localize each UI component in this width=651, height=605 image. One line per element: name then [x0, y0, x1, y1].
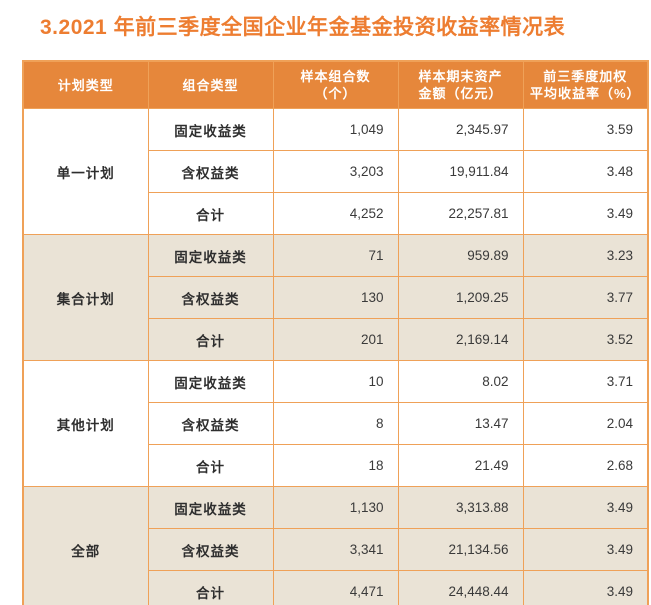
assets-cell: 1,209.25: [397, 276, 524, 319]
count-cell: 8: [272, 402, 399, 445]
return-cell: 3.48: [522, 150, 649, 193]
category-cell: 含权益类: [147, 402, 274, 445]
plan-cell-other: 其他计划: [22, 360, 149, 487]
plan-cell-all: 全部: [22, 486, 149, 605]
category-cell: 固定收益类: [147, 234, 274, 277]
return-cell: 2.68: [522, 444, 649, 487]
column-header-portfolio-type: 组合类型: [147, 60, 274, 109]
return-cell: 3.23: [522, 234, 649, 277]
count-cell: 71: [272, 234, 399, 277]
category-cell: 固定收益类: [147, 108, 274, 151]
table-row: 集合计划 固定收益类 71 959.89 3.23: [22, 234, 649, 361]
count-cell: 4,471: [272, 570, 399, 605]
table-row: 合计 201 2,169.14 3.52: [23, 318, 649, 361]
plan-cell-collective: 集合计划: [22, 234, 149, 361]
column-header-return-rate: 前三季度加权 平均收益率（%）: [522, 60, 649, 109]
return-cell: 3.59: [522, 108, 649, 151]
category-cell: 合计: [147, 444, 274, 487]
column-header-assets: 样本期末资产 金额（亿元）: [397, 60, 524, 109]
assets-cell: 13.47: [397, 402, 524, 445]
category-cell: 固定收益类: [147, 486, 274, 529]
category-cell: 合计: [147, 192, 274, 235]
table-row: 含权益类 3,203 19,911.84 3.48: [23, 150, 649, 193]
table-row: 合计 18 21.49 2.68: [23, 444, 649, 487]
return-cell: 3.49: [522, 570, 649, 605]
table-row: 其他计划 固定收益类 10 8.02 3.71: [22, 360, 649, 487]
header-row: 计划类型 组合类型 样本组合数 （个） 样本期末资产 金额（亿元） 前三季度加权…: [22, 60, 649, 109]
return-cell: 3.49: [522, 486, 649, 529]
return-cell: 2.04: [522, 402, 649, 445]
count-cell: 130: [272, 276, 399, 319]
table-row: 含权益类 8 13.47 2.04: [23, 402, 649, 445]
table-row: 单一计划 固定收益类 1,049 2,345.97 3.59: [22, 108, 649, 235]
category-cell: 合计: [147, 318, 274, 361]
assets-cell: 2,345.97: [397, 108, 524, 151]
return-cell: 3.77: [522, 276, 649, 319]
annuity-returns-table: 计划类型 组合类型 样本组合数 （个） 样本期末资产 金额（亿元） 前三季度加权…: [22, 60, 649, 605]
category-cell: 固定收益类: [147, 360, 274, 403]
count-cell: 3,341: [272, 528, 399, 571]
table-row: 含权益类 3,341 21,134.56 3.49: [23, 528, 649, 571]
count-cell: 4,252: [272, 192, 399, 235]
return-cell: 3.49: [522, 528, 649, 571]
count-cell: 1,130: [272, 486, 399, 529]
assets-cell: 21,134.56: [397, 528, 524, 571]
assets-cell: 21.49: [397, 444, 524, 487]
assets-cell: 959.89: [397, 234, 524, 277]
plan-cell-single: 单一计划: [22, 108, 149, 235]
category-cell: 合计: [147, 570, 274, 605]
count-cell: 18: [272, 444, 399, 487]
count-cell: 1,049: [272, 108, 399, 151]
page-title: 3.2021 年前三季度全国企业年金基金投资收益率情况表: [40, 16, 566, 39]
count-cell: 201: [272, 318, 399, 361]
return-cell: 3.52: [522, 318, 649, 361]
assets-cell: 24,448.44: [397, 570, 524, 605]
table-row: 合计 4,252 22,257.81 3.49: [23, 192, 649, 235]
column-header-sample-count: 样本组合数 （个）: [272, 60, 399, 109]
return-cell: 3.71: [522, 360, 649, 403]
table-row: 合计 4,471 24,448.44 3.49: [23, 570, 649, 605]
count-cell: 10: [272, 360, 399, 403]
assets-cell: 22,257.81: [397, 192, 524, 235]
assets-cell: 3,313.88: [397, 486, 524, 529]
table-row: 全部 固定收益类 1,130 3,313.88 3.49: [22, 486, 649, 605]
assets-cell: 2,169.14: [397, 318, 524, 361]
return-cell: 3.49: [522, 192, 649, 235]
assets-cell: 8.02: [397, 360, 524, 403]
category-cell: 含权益类: [147, 528, 274, 571]
category-cell: 含权益类: [147, 276, 274, 319]
column-header-plan-type: 计划类型: [22, 60, 149, 109]
count-cell: 3,203: [272, 150, 399, 193]
category-cell: 含权益类: [147, 150, 274, 193]
assets-cell: 19,911.84: [397, 150, 524, 193]
table-row: 含权益类 130 1,209.25 3.77: [23, 276, 649, 319]
